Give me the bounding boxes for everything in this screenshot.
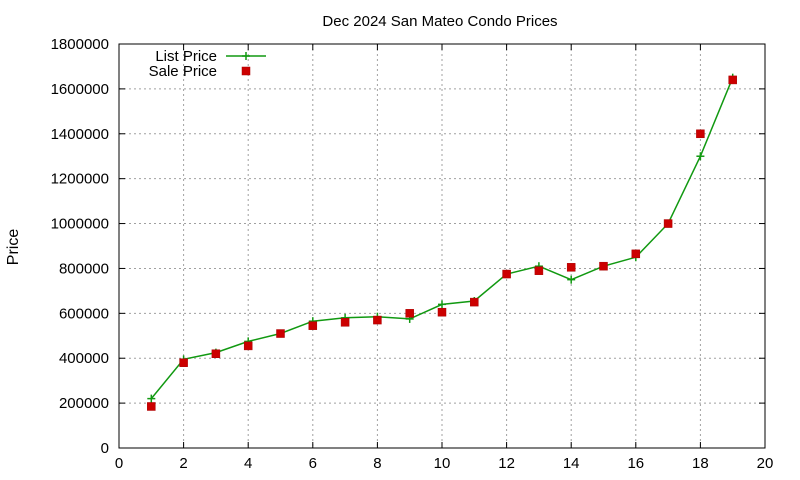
list-price-point xyxy=(438,300,446,309)
y-tick-label: 400000 xyxy=(59,350,109,367)
sale-price-point xyxy=(599,261,608,271)
list-price-point xyxy=(567,275,576,284)
sale-price-point xyxy=(470,297,479,307)
sale-price-point xyxy=(405,309,414,318)
y-tick-label: 1800000 xyxy=(51,36,109,53)
x-tick-label: 16 xyxy=(627,455,644,472)
sale-price-point xyxy=(308,321,318,330)
chart-title: Dec 2024 San Mateo Condo Prices xyxy=(322,13,557,30)
x-tick-label: 6 xyxy=(309,455,317,472)
list-price-point xyxy=(147,394,156,403)
sale-price-point xyxy=(534,266,544,275)
plot-series xyxy=(147,73,737,411)
y-tick-label: 1400000 xyxy=(51,126,109,143)
sale-price-point xyxy=(631,249,641,259)
sale-price-point xyxy=(502,269,511,279)
x-tick-label: 2 xyxy=(179,455,187,472)
y-tick-labels: 0 200000 400000 600000 800000 1000000 1200000 1… xyxy=(51,36,109,457)
y-tick-label: 200000 xyxy=(59,395,109,412)
sale-price-point xyxy=(663,219,673,228)
sale-price-point xyxy=(147,402,156,411)
list-price-point xyxy=(696,152,705,161)
x-tick-label: 4 xyxy=(244,455,252,472)
sale-price-point xyxy=(437,307,447,317)
sale-price-point xyxy=(696,129,705,139)
sale-price-point xyxy=(243,341,253,351)
x-tick-labels: 0 2 4 6 8 10 12 14 16 18 20 xyxy=(115,455,774,472)
x-tick-label: 14 xyxy=(563,455,580,472)
x-tick-label: 20 xyxy=(757,455,774,472)
axis-ticks xyxy=(118,43,766,449)
x-tick-label: 10 xyxy=(434,455,451,472)
x-tick-label: 12 xyxy=(498,455,515,472)
legend-label-list-price: List Price xyxy=(155,48,217,65)
y-tick-label: 0 xyxy=(101,440,109,457)
legend: List Price Sale Price xyxy=(149,48,266,80)
sale-price-point xyxy=(340,318,350,327)
y-tick-label: 1200000 xyxy=(51,171,109,188)
y-tick-label: 600000 xyxy=(59,305,109,322)
sale-price-point xyxy=(179,358,188,367)
legend-marker-sale-price xyxy=(241,66,251,76)
sale-price-point xyxy=(211,349,221,358)
x-tick-label: 8 xyxy=(373,455,381,472)
sale-price-point xyxy=(728,75,737,85)
legend-cross-glyph xyxy=(242,52,250,60)
legend-label-sale-price: Sale Price xyxy=(149,63,217,80)
sale-price-point xyxy=(276,329,285,338)
sale-price-point xyxy=(566,263,576,272)
y-tick-label: 1000000 xyxy=(51,216,109,233)
sale-price-point xyxy=(373,315,382,325)
legend-marker-list-price xyxy=(242,52,250,60)
grid xyxy=(119,44,765,448)
y-tick-label: 800000 xyxy=(59,260,109,277)
y-tick-label: 1600000 xyxy=(51,81,109,98)
x-tick-label: 0 xyxy=(115,455,123,472)
y-axis-label: Price xyxy=(5,229,22,266)
x-tick-label: 18 xyxy=(692,455,709,472)
